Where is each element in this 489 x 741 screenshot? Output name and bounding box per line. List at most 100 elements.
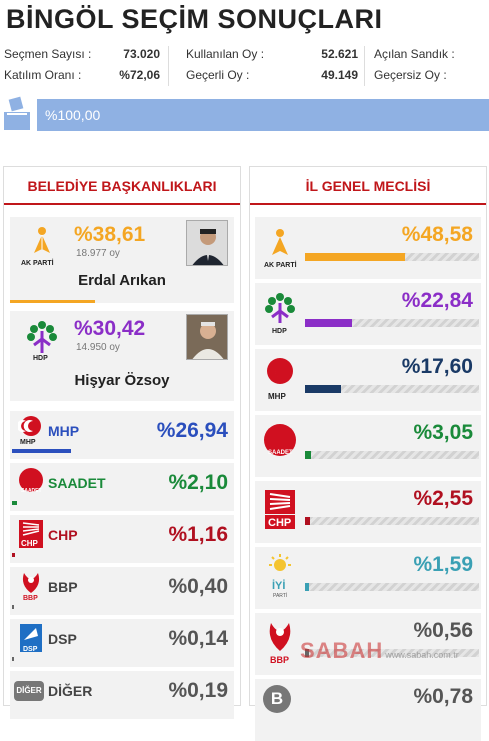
- candidate-name: Hişyar Özsoy: [74, 372, 170, 389]
- saadet-logo-icon: SAADET: [264, 424, 296, 456]
- party-vote-track: [305, 649, 479, 657]
- party-vote-bar: [12, 553, 15, 557]
- candidate-name: Erdal Arıkan: [78, 272, 166, 289]
- mayor-party-row[interactable]: DSP DSP %0,14: [10, 619, 234, 667]
- mayor-party-row[interactable]: SAADET SAADET %2,10: [10, 463, 234, 511]
- hdp-logo-text: HDP: [33, 355, 48, 362]
- bbp-logo-icon: BBP: [269, 623, 291, 665]
- voters-value: 73.020: [123, 47, 160, 61]
- party-vote-bar: [305, 253, 405, 261]
- party-vote-track: [305, 583, 479, 591]
- party-name: BBP: [48, 579, 78, 595]
- candidate-photo: [186, 314, 228, 360]
- party-pct: %22,84: [401, 289, 473, 312]
- akparti-logo-text: AK PARTİ: [21, 260, 54, 267]
- invalid-votes-label: Geçersiz Oy :: [374, 68, 447, 82]
- candidate-card[interactable]: HDP %30,42 14.950 oy Hişyar Özsoy: [10, 311, 234, 401]
- used-votes-value: 52.621: [321, 47, 358, 61]
- council-party-row[interactable]: MHP %17,60: [255, 349, 481, 411]
- party-pct: %0,56: [413, 619, 473, 642]
- hdp-logo-icon: [27, 321, 57, 353]
- opened-box-label: Açılan Sandık :: [374, 47, 455, 61]
- party-pct: %17,60: [401, 355, 473, 378]
- party-pct: %2,10: [168, 471, 228, 494]
- ballot-progress-label: %100,00: [45, 107, 101, 123]
- turnout-value: %72,06: [119, 68, 160, 82]
- party-pct: %0,19: [168, 679, 228, 702]
- dsp-logo-icon: DSP: [20, 624, 42, 653]
- svg-text:HDP: HDP: [272, 328, 287, 335]
- party-vote-bar: [305, 319, 352, 327]
- party-name: DSP: [48, 631, 77, 647]
- mayor-panel: BELEDİYE BAŞKANLIKLARI AK PARTİ %38,61 1…: [3, 166, 241, 719]
- party-vote-track: [305, 517, 479, 525]
- party-vote-bar: [305, 385, 342, 393]
- party-vote-bar: [305, 517, 311, 525]
- council-party-row[interactable]: CHP %2,55: [255, 481, 481, 543]
- party-pct: %1,59: [413, 553, 473, 576]
- mayor-party-row[interactable]: BBP BBP %0,40: [10, 567, 234, 615]
- watermark-domain: www.sabah.com.tr: [385, 650, 459, 660]
- valid-votes-value: 49.149: [321, 68, 358, 82]
- candidate-card[interactable]: AK PARTİ %38,61 18.977 oy Erdal Arıkan: [10, 217, 234, 303]
- saadet-logo-icon: SAADET: [19, 468, 43, 494]
- mayor-party-row[interactable]: MHP MHP %26,94: [10, 411, 234, 459]
- candidate-votes: 18.977 oy: [76, 248, 120, 259]
- candidate-photo: [186, 220, 228, 266]
- party-vote-bar: [12, 449, 72, 453]
- council-party-row[interactable]: AK PARTİ %48,58: [255, 217, 481, 279]
- turnout-label: Katılım Oranı :: [4, 68, 82, 82]
- party-vote-track: [305, 253, 479, 261]
- party-name: CHP: [48, 527, 78, 543]
- hdp-logo-icon: HDP: [265, 293, 295, 335]
- ballot-box-icon: [4, 96, 30, 130]
- party-b-logo: B: [263, 685, 291, 713]
- watermark-brand: SABAH: [300, 638, 384, 663]
- party-pct: %48,58: [401, 223, 473, 246]
- mhp-logo-icon: MHP: [266, 358, 293, 401]
- party-vote-track: [305, 451, 479, 459]
- svg-text:PARTİ: PARTİ: [273, 592, 287, 599]
- svg-text:CHP: CHP: [21, 539, 39, 548]
- party-vote-track: [305, 385, 479, 393]
- party-vote-track: [305, 319, 479, 327]
- council-party-row[interactable]: BBP %0,56: [255, 613, 481, 675]
- party-pct: %0,14: [168, 627, 228, 650]
- akparti-logo-icon: AK PARTİ: [264, 229, 297, 269]
- candidate-votes: 14.950 oy: [76, 342, 120, 353]
- used-votes-label: Kullanılan Oy :: [186, 47, 265, 61]
- candidate-pct: %30,42: [74, 317, 146, 340]
- council-party-row[interactable]: İYİ PARTİ %1,59: [255, 547, 481, 609]
- mayor-party-row[interactable]: CHP CHP %1,16: [10, 515, 234, 563]
- council-party-row[interactable]: SAADET %3,05: [255, 415, 481, 477]
- mhp-logo-icon: MHP: [18, 416, 41, 445]
- ballot-progress-bar: %100,00: [37, 99, 489, 131]
- watermark: SABAH www.sabah.com.tr: [300, 638, 459, 664]
- svg-text:DSP: DSP: [23, 646, 38, 653]
- party-name: MHP: [48, 423, 80, 439]
- council-party-row[interactable]: HDP %22,84: [255, 283, 481, 345]
- candidate-vote-bar: [10, 300, 95, 303]
- svg-text:MHP: MHP: [20, 439, 36, 445]
- mayor-party-row[interactable]: DİĞER DİĞER %0,19: [10, 671, 234, 719]
- party-pct: %3,05: [413, 421, 473, 444]
- stats-bar: Seçmen Sayısı : 73.020 Katılım Oranı : %72…: [0, 44, 489, 90]
- svg-text:BBP: BBP: [270, 655, 289, 665]
- other-parties-logo: DİĞER: [14, 681, 44, 701]
- council-party-row[interactable]: B %0,78: [255, 679, 481, 741]
- party-name: SAADET: [48, 475, 106, 491]
- party-pct: %1,16: [168, 523, 228, 546]
- council-panel-heading: İL GENEL MECLİSİ: [250, 167, 486, 205]
- page-title: BİNGÖL SEÇİM SONUÇLARI: [6, 4, 383, 34]
- akparti-logo-icon: [34, 227, 50, 253]
- valid-votes-label: Geçerli Oy :: [186, 68, 250, 82]
- bbp-logo-icon: BBP: [22, 573, 40, 601]
- svg-text:İYİ: İYİ: [272, 579, 285, 592]
- svg-text:AK PARTİ: AK PARTİ: [264, 261, 297, 269]
- party-vote-bar: [12, 501, 17, 505]
- chp-logo-icon: CHP: [19, 520, 43, 548]
- party-pct: %26,94: [156, 419, 228, 442]
- mayor-panel-heading: BELEDİYE BAŞKANLIKLARI: [4, 167, 240, 205]
- chp-logo-icon: CHP: [265, 490, 295, 529]
